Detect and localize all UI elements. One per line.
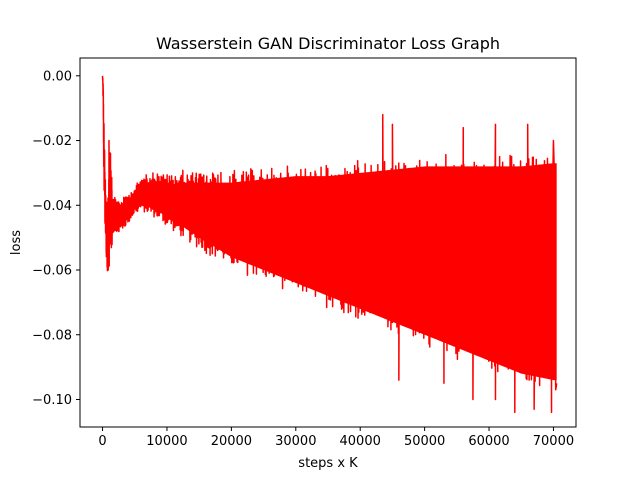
y-tick-label: −0.10 xyxy=(32,393,72,408)
x-axis-label: steps x K xyxy=(298,456,358,471)
y-tick-label: −0.02 xyxy=(32,134,72,149)
x-tick-label: 30000 xyxy=(275,434,316,449)
x-tick-label: 50000 xyxy=(404,434,445,449)
x-axis-ticks: 0 10000 20000 30000 40000 50000 60000 70000 xyxy=(98,427,574,449)
chart-title: Wasserstein GAN Discriminator Loss Graph xyxy=(156,34,500,53)
loss-series-line xyxy=(101,75,558,414)
plot-frame xyxy=(79,57,577,428)
y-tick-label: −0.06 xyxy=(32,264,72,279)
x-tick-label: 0 xyxy=(98,434,106,449)
y-tick-label: −0.04 xyxy=(32,199,72,214)
x-tick-label: 10000 xyxy=(146,434,187,449)
x-tick-label: 20000 xyxy=(211,434,252,449)
series-layer xyxy=(101,75,558,414)
y-tick-label: 0.00 xyxy=(43,69,72,84)
x-tick-label: 70000 xyxy=(533,434,574,449)
x-tick-label: 60000 xyxy=(468,434,509,449)
y-axis-label: loss xyxy=(9,230,24,255)
x-tick-label: 40000 xyxy=(340,434,381,449)
y-axis-ticks: 0.00 −0.02 −0.04 −0.06 −0.08 −0.10 xyxy=(32,69,80,408)
y-tick-label: −0.08 xyxy=(32,328,72,343)
